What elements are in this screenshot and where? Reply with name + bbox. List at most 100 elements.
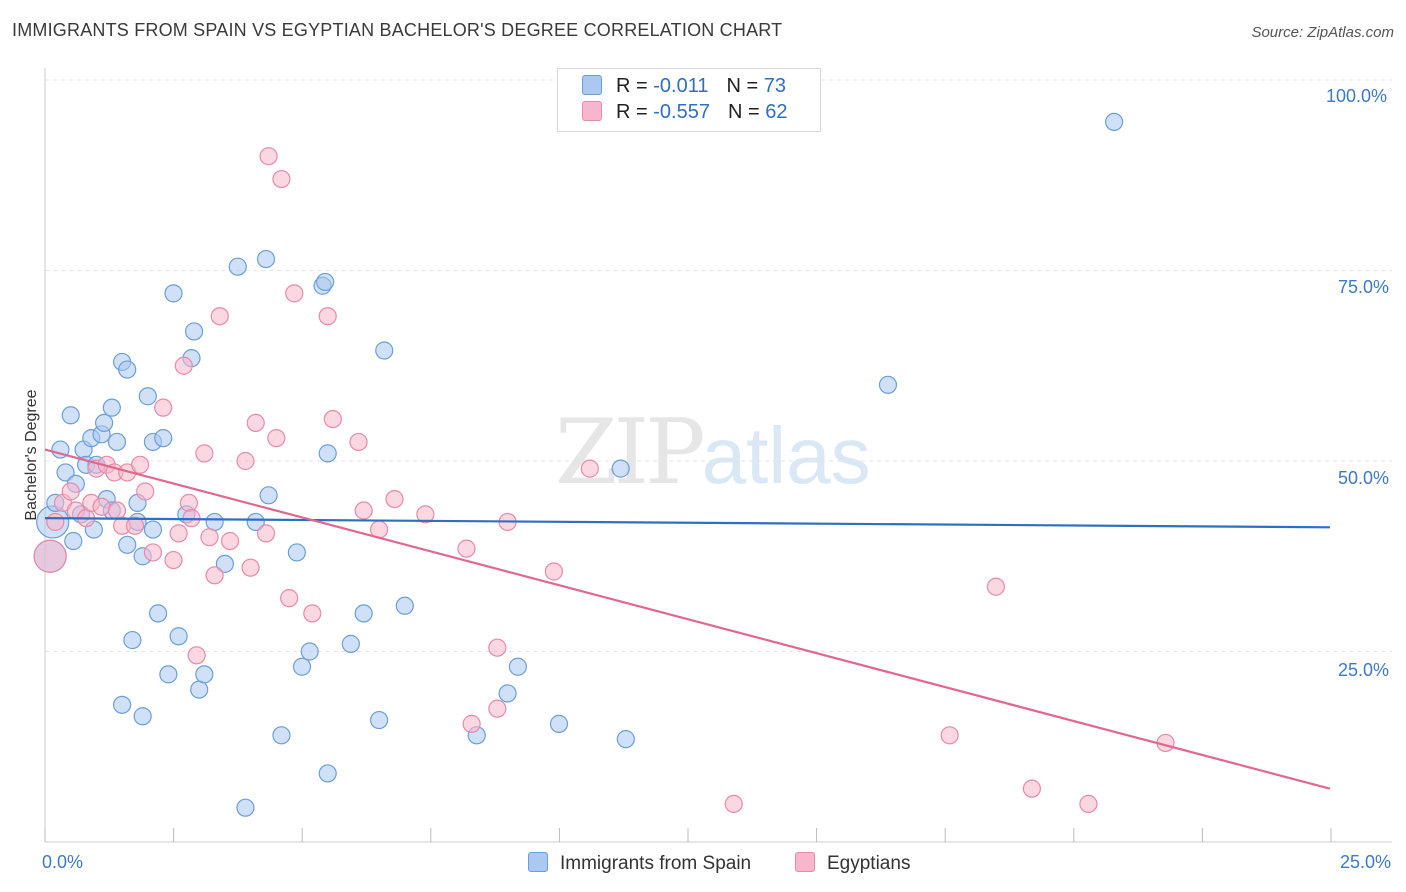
point-spain xyxy=(148,604,168,623)
point-egyptians xyxy=(354,501,373,520)
point-egyptians xyxy=(220,531,240,551)
x-tick-25: 25.0% xyxy=(1340,852,1392,872)
point-egyptians xyxy=(323,409,342,429)
point-spain xyxy=(498,684,517,703)
legend-swatch-pink xyxy=(582,101,602,121)
y-tick-50: 50.0% xyxy=(1338,468,1390,488)
point-egyptians xyxy=(940,726,959,745)
point-egyptians xyxy=(143,543,163,562)
point-egyptians xyxy=(986,577,1006,596)
point-spain xyxy=(164,284,183,303)
point-spain xyxy=(318,444,337,463)
point-egyptians xyxy=(349,432,368,452)
point-spain xyxy=(292,657,312,676)
point-egyptians xyxy=(580,459,599,478)
point-egyptians xyxy=(136,482,155,501)
point-egyptians xyxy=(33,539,67,573)
legend-swatch-blue xyxy=(582,75,602,95)
point-spain xyxy=(95,413,114,432)
point-egyptians xyxy=(303,604,322,623)
legend-item-spain: Immigrants from Spain xyxy=(528,852,751,875)
legend-r-value: -0.011 xyxy=(653,75,709,97)
point-egyptians xyxy=(246,413,265,432)
point-egyptians xyxy=(1079,794,1098,814)
stats-legend: R = -0.011 N = 73 R = -0.557 N = 62 xyxy=(557,68,821,132)
point-spain xyxy=(61,406,80,425)
legend-swatch-blue xyxy=(528,852,548,872)
point-egyptians xyxy=(210,307,229,326)
point-spain xyxy=(215,554,234,573)
legend-n-value: 73 xyxy=(763,75,786,97)
point-spain xyxy=(64,531,83,551)
point-egyptians xyxy=(280,589,299,608)
legend-item-egyptians: Egyptians xyxy=(795,852,910,875)
legend-label-spain: Immigrants from Spain xyxy=(560,853,752,874)
point-spain xyxy=(354,604,373,623)
point-spain xyxy=(878,375,898,394)
point-spain xyxy=(184,322,204,341)
point-egyptians xyxy=(164,550,183,570)
point-egyptians xyxy=(187,646,206,665)
point-spain xyxy=(195,665,214,684)
point-spain xyxy=(118,535,137,554)
legend-row-egyptians: R = -0.557 N = 62 xyxy=(582,101,787,127)
point-spain xyxy=(316,272,335,292)
point-egyptians xyxy=(416,505,435,524)
point-egyptians xyxy=(130,455,150,474)
point-spain xyxy=(190,680,209,699)
watermark-zip: ZIP xyxy=(555,400,706,505)
point-egyptians xyxy=(92,497,111,516)
legend-r-value: -0.557 xyxy=(653,101,710,123)
point-egyptians xyxy=(544,562,563,581)
point-egyptians xyxy=(724,794,743,814)
point-egyptians xyxy=(46,512,65,532)
point-spain xyxy=(616,730,635,749)
source-attribution: Source: ZipAtlas.com xyxy=(1251,24,1394,41)
trendline-spain xyxy=(44,517,1331,529)
trendline-egyptians xyxy=(44,448,1331,790)
point-egyptians xyxy=(61,482,80,501)
point-spain xyxy=(169,627,188,646)
point-egyptians xyxy=(179,493,199,513)
point-egyptians xyxy=(154,398,173,417)
point-spain xyxy=(107,432,127,452)
point-spain xyxy=(395,596,414,615)
point-spain xyxy=(1105,112,1124,132)
point-egyptians xyxy=(488,699,507,718)
legend-label-egyptians: Egyptians xyxy=(827,853,911,874)
point-spain xyxy=(112,695,132,714)
point-spain xyxy=(118,360,137,379)
point-egyptians xyxy=(457,539,476,558)
point-egyptians xyxy=(125,516,145,535)
y-tick-100: 100.0% xyxy=(1326,86,1388,106)
legend-n-value: 62 xyxy=(765,101,788,123)
chart-title: IMMIGRANTS FROM SPAIN VS EGYPTIAN BACHEL… xyxy=(12,20,783,40)
point-egyptians xyxy=(462,714,481,733)
point-egyptians xyxy=(174,356,193,375)
watermark-atlas: atlas xyxy=(701,411,871,500)
point-spain xyxy=(300,642,319,661)
point-egyptians xyxy=(285,284,304,303)
point-spain xyxy=(246,512,265,532)
point-egyptians xyxy=(385,490,404,509)
point-egyptians xyxy=(195,444,214,463)
point-spain xyxy=(341,634,360,653)
point-spain xyxy=(123,630,142,650)
point-spain xyxy=(236,798,255,817)
point-spain xyxy=(318,764,337,783)
point-spain xyxy=(159,665,178,684)
point-spain xyxy=(205,512,224,532)
legend-n-label: N = xyxy=(727,101,766,123)
point-spain xyxy=(611,459,630,478)
watermark: ZIPatlas xyxy=(555,400,871,505)
point-spain xyxy=(256,249,276,269)
x-tick-0: 0.0% xyxy=(42,852,84,872)
point-egyptians xyxy=(272,169,291,189)
point-spain xyxy=(154,429,173,448)
point-spain xyxy=(228,257,247,276)
point-egyptians xyxy=(169,524,188,543)
point-egyptians xyxy=(236,451,255,471)
point-egyptians xyxy=(241,558,260,577)
point-spain xyxy=(272,726,291,745)
point-egyptians xyxy=(200,528,219,547)
